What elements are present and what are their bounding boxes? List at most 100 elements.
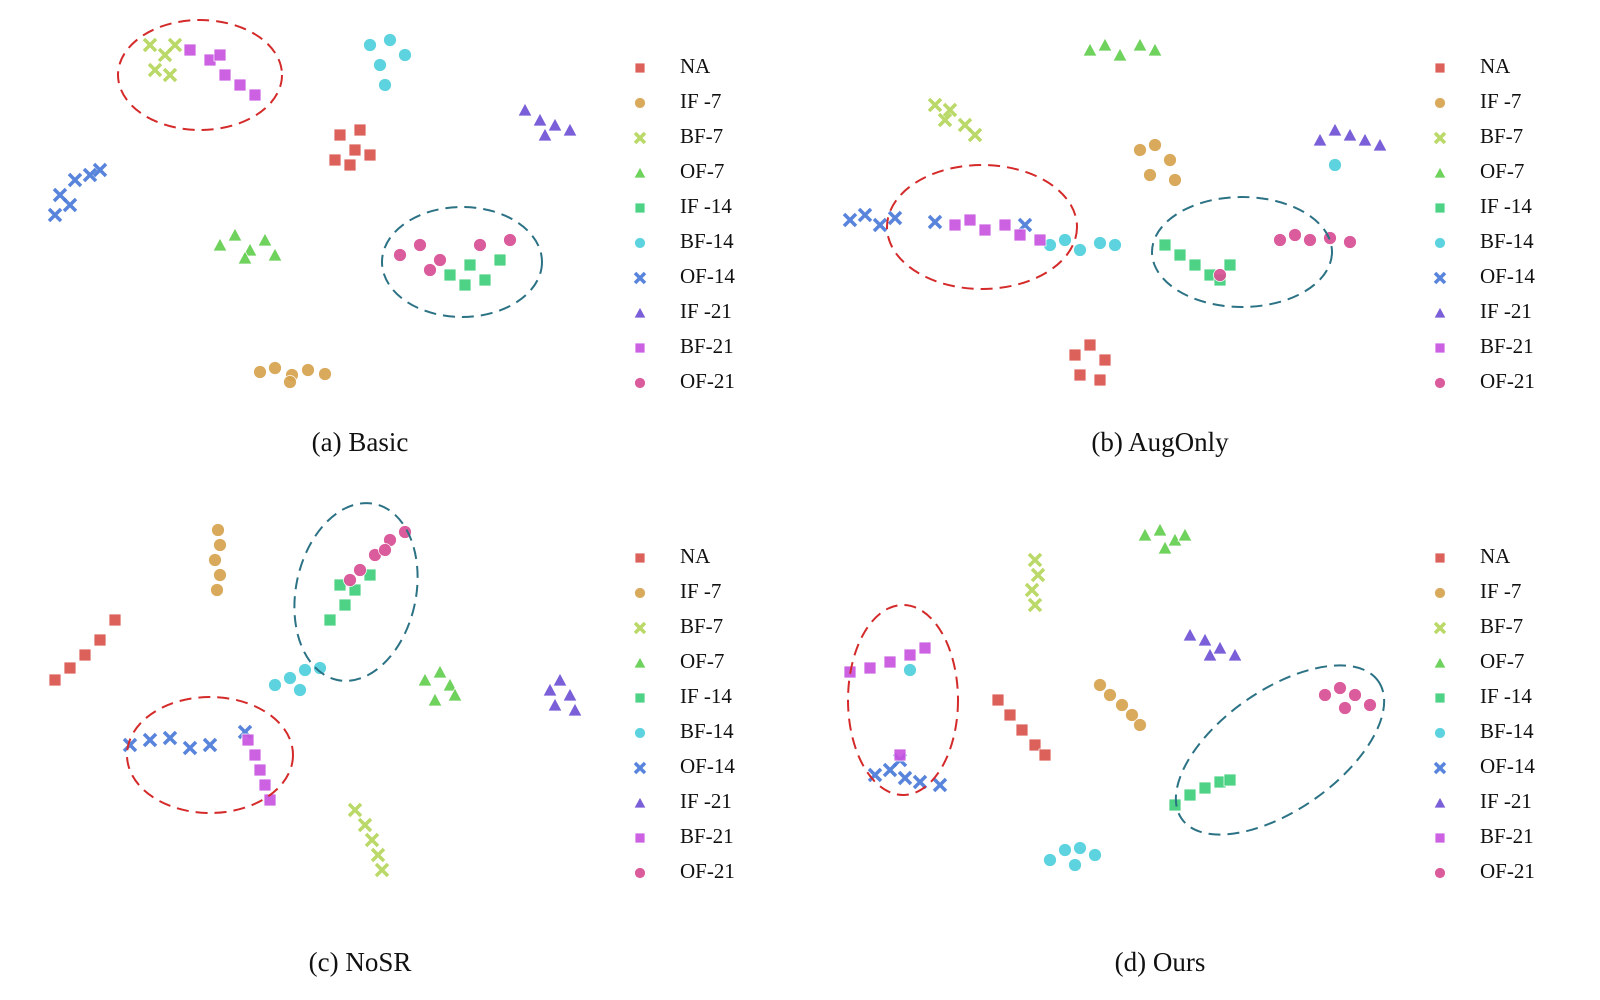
circle-marker bbox=[383, 33, 397, 47]
series bbox=[347, 802, 390, 878]
circle-marker bbox=[268, 361, 282, 375]
square-marker bbox=[323, 613, 337, 627]
circle-marker bbox=[1303, 233, 1317, 247]
series bbox=[212, 227, 283, 265]
legend-label: IF -7 bbox=[680, 89, 721, 113]
circle-marker bbox=[1333, 681, 1347, 695]
legend-label: NA bbox=[680, 544, 711, 568]
circle-marker bbox=[283, 375, 297, 389]
triangle-marker bbox=[1327, 122, 1343, 137]
triangle-marker bbox=[1152, 522, 1168, 537]
legend-label: IF -14 bbox=[680, 194, 732, 218]
panel: NA IF -7 BF-7 OF-7 IF -14 BF-14 OF-14 IF -21 BF-… bbox=[48, 502, 735, 977]
square-marker bbox=[48, 673, 62, 687]
x-marker bbox=[142, 37, 158, 53]
square-marker bbox=[213, 48, 227, 62]
legend-label: BF-7 bbox=[680, 124, 723, 148]
x-marker bbox=[370, 847, 386, 863]
highlight-ellipse bbox=[886, 164, 1078, 290]
x-marker bbox=[1433, 131, 1447, 145]
square-marker bbox=[1188, 258, 1202, 272]
triangle-marker bbox=[547, 117, 563, 132]
circle-marker bbox=[1338, 701, 1352, 715]
triangle-marker bbox=[1433, 656, 1447, 669]
circle-marker bbox=[373, 58, 387, 72]
triangle-marker bbox=[1227, 647, 1243, 662]
circle-marker bbox=[283, 671, 297, 685]
legend-label: IF -21 bbox=[680, 299, 732, 323]
square-marker bbox=[863, 661, 877, 675]
triangle-marker bbox=[552, 672, 568, 687]
series bbox=[268, 661, 327, 697]
square-marker bbox=[918, 641, 932, 655]
square-marker bbox=[443, 268, 457, 282]
series bbox=[1318, 681, 1377, 715]
x-marker bbox=[842, 212, 858, 228]
triangle-marker bbox=[542, 682, 558, 697]
x-marker bbox=[967, 127, 983, 143]
series bbox=[517, 102, 578, 142]
triangle-marker bbox=[427, 692, 443, 707]
legend-label: IF -14 bbox=[680, 684, 732, 708]
circle-marker bbox=[1115, 698, 1129, 712]
x-marker bbox=[1027, 552, 1043, 568]
triangle-marker bbox=[1312, 132, 1328, 147]
circle-marker bbox=[293, 683, 307, 697]
triangle-marker bbox=[417, 672, 433, 687]
triangle-marker bbox=[633, 656, 647, 669]
square-marker bbox=[348, 143, 362, 157]
highlight-ellipse bbox=[1174, 664, 1386, 836]
x-marker bbox=[1030, 567, 1046, 583]
series bbox=[1137, 522, 1193, 555]
square-marker bbox=[1098, 353, 1112, 367]
series bbox=[393, 233, 517, 277]
triangle-marker bbox=[1157, 540, 1173, 555]
legend-label: OF-14 bbox=[680, 754, 735, 778]
triangle-marker bbox=[1132, 37, 1148, 52]
highlight-ellipse bbox=[1151, 196, 1333, 308]
circle-marker bbox=[378, 543, 392, 557]
legend-label: OF-21 bbox=[680, 859, 735, 883]
legend-label: OF-21 bbox=[1480, 859, 1535, 883]
series bbox=[867, 752, 948, 793]
series bbox=[991, 693, 1052, 762]
square-marker bbox=[998, 218, 1012, 232]
circle-marker bbox=[1103, 688, 1117, 702]
circle-marker bbox=[1273, 233, 1287, 247]
triangle-marker bbox=[567, 702, 583, 717]
series bbox=[927, 97, 983, 143]
circle-marker bbox=[634, 867, 646, 879]
circle-marker bbox=[393, 248, 407, 262]
series bbox=[842, 207, 1033, 233]
x-marker bbox=[937, 112, 953, 128]
series bbox=[542, 672, 583, 717]
triangle-marker bbox=[532, 112, 548, 127]
square-marker bbox=[634, 692, 646, 704]
triangle-marker bbox=[1202, 647, 1218, 662]
triangle-marker bbox=[1433, 796, 1447, 809]
square-marker bbox=[328, 153, 342, 167]
legend-label: IF -21 bbox=[1480, 789, 1532, 813]
triangle-marker bbox=[442, 677, 458, 692]
series bbox=[903, 663, 1102, 872]
square-marker bbox=[1003, 708, 1017, 722]
triangle-marker bbox=[633, 306, 647, 319]
circle-marker bbox=[343, 573, 357, 587]
x-marker bbox=[897, 770, 913, 786]
legend-label: BF-21 bbox=[1480, 824, 1534, 848]
circle-marker bbox=[253, 365, 267, 379]
triangle-marker bbox=[1147, 42, 1163, 57]
triangle-marker bbox=[1097, 37, 1113, 52]
x-marker bbox=[182, 740, 198, 756]
legend-label: BF-14 bbox=[1480, 719, 1534, 743]
square-marker bbox=[634, 342, 646, 354]
x-marker bbox=[162, 730, 178, 746]
circle-marker bbox=[1434, 237, 1446, 249]
square-marker bbox=[338, 598, 352, 612]
square-marker bbox=[93, 633, 107, 647]
legend-label: OF-7 bbox=[680, 649, 724, 673]
circle-marker bbox=[1318, 688, 1332, 702]
x-marker bbox=[633, 621, 647, 635]
x-marker bbox=[1024, 582, 1040, 598]
square-marker bbox=[1038, 748, 1052, 762]
